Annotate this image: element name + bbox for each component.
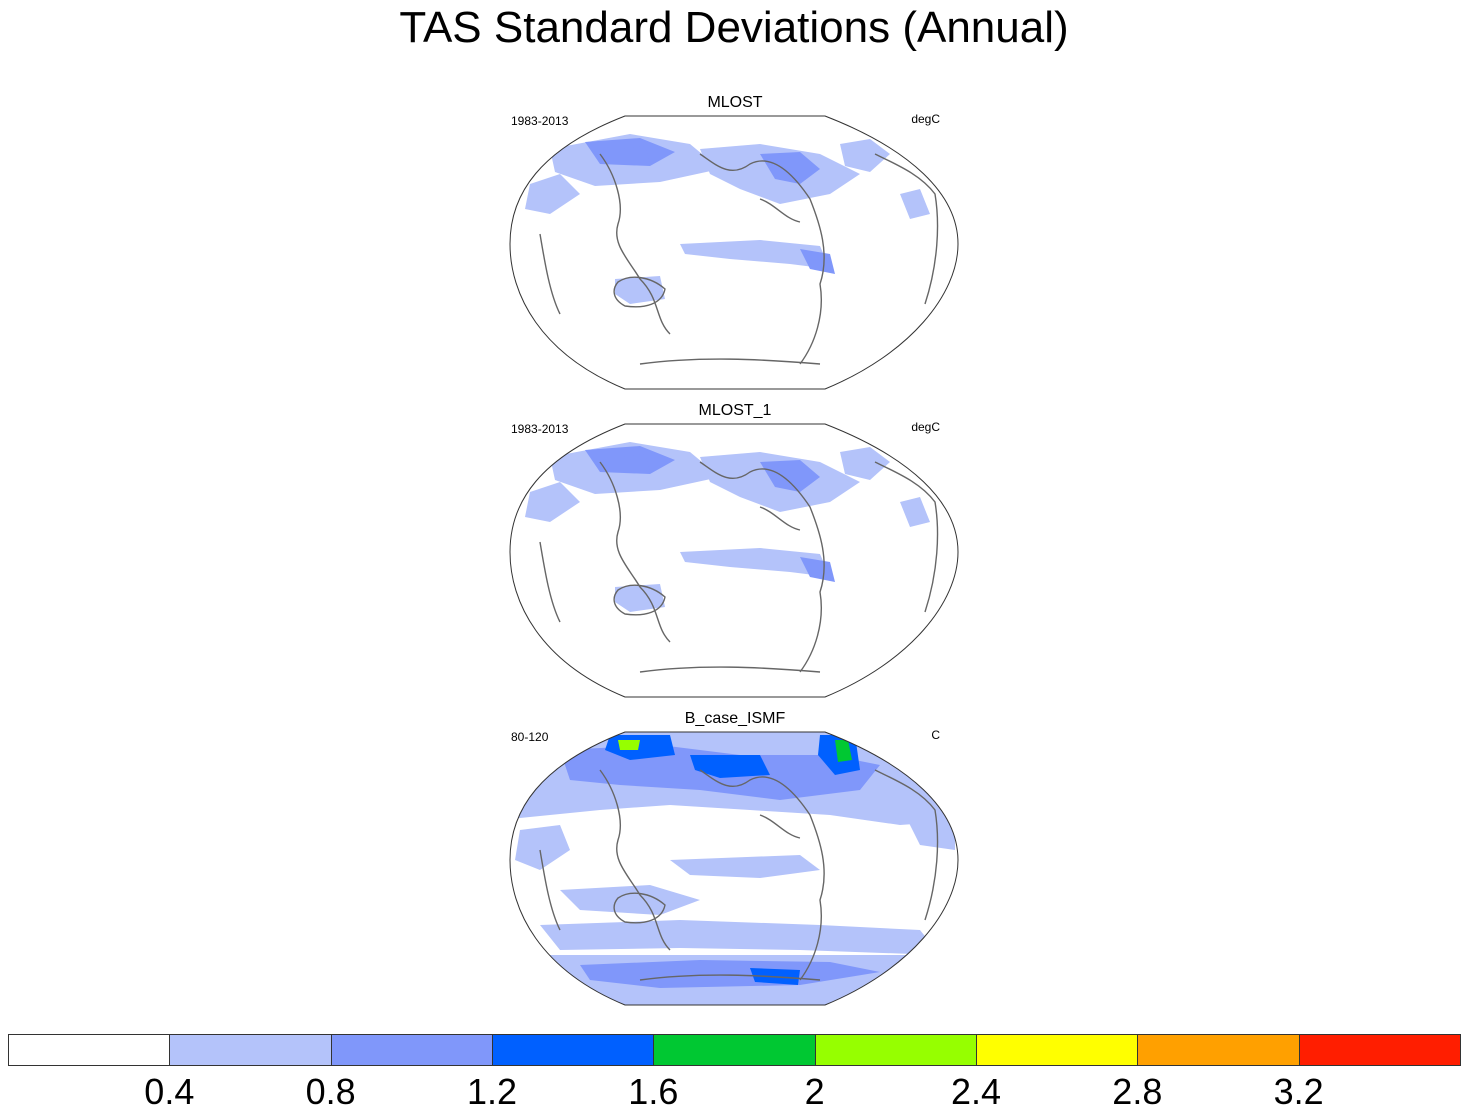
colorbar-tick-label: 2.4 (950, 1071, 1002, 1112)
colorbar-box (814, 1034, 977, 1066)
panel-period-mlost: 1983-2013 (511, 114, 569, 128)
panel-title-mlost-1: MLOST_1 (698, 402, 772, 419)
colorbar-box (1298, 1034, 1461, 1066)
colorbar-box (653, 1034, 816, 1066)
map-panel-mlost-1: MLOST_1 1983-2013 degC (500, 402, 970, 702)
map-panel-b-case-ismf: B_case_ISMF 80-120 C (500, 710, 970, 1010)
panel-units-mlost: degC (911, 112, 940, 126)
panel-title-b-case-ismf: B_case_ISMF (684, 710, 786, 727)
colorbar (8, 1034, 1461, 1068)
colorbar-tick-label: 2.8 (1112, 1071, 1163, 1112)
colorbar-box (976, 1034, 1139, 1066)
colorbar-tick-label: 0.8 (305, 1071, 356, 1112)
colorbar-tick-label: 1.2 (466, 1071, 518, 1112)
map-panel-mlost: MLOST 1983-2013 degC (500, 94, 970, 394)
main-title: TAS Standard Deviations (Annual) (399, 3, 1069, 52)
world-map-mlost-1 (509, 423, 959, 698)
panel-units-mlost-1: degC (911, 420, 940, 434)
colorbar-box (8, 1034, 171, 1066)
colorbar-tick-label: 3.2 (1273, 1071, 1324, 1112)
colorbar-box (492, 1034, 655, 1066)
panel-period-b-case-ismf: 80-120 (511, 730, 549, 744)
world-map-b-case-ismf (509, 731, 959, 1006)
panel-title-mlost: MLOST (707, 94, 763, 111)
panel-period-mlost-1: 1983-2013 (511, 422, 569, 436)
colorbar-box (1137, 1034, 1300, 1066)
colorbar-box (169, 1034, 332, 1066)
colorbar-tick-label: 1.6 (628, 1071, 679, 1112)
panel-units-b-case-ismf: C (931, 728, 940, 742)
colorbar-tick-label: 0.4 (144, 1071, 195, 1112)
world-map-mlost (509, 115, 959, 390)
colorbar-box (330, 1034, 493, 1066)
colorbar-tick-label: 2 (804, 1071, 825, 1112)
